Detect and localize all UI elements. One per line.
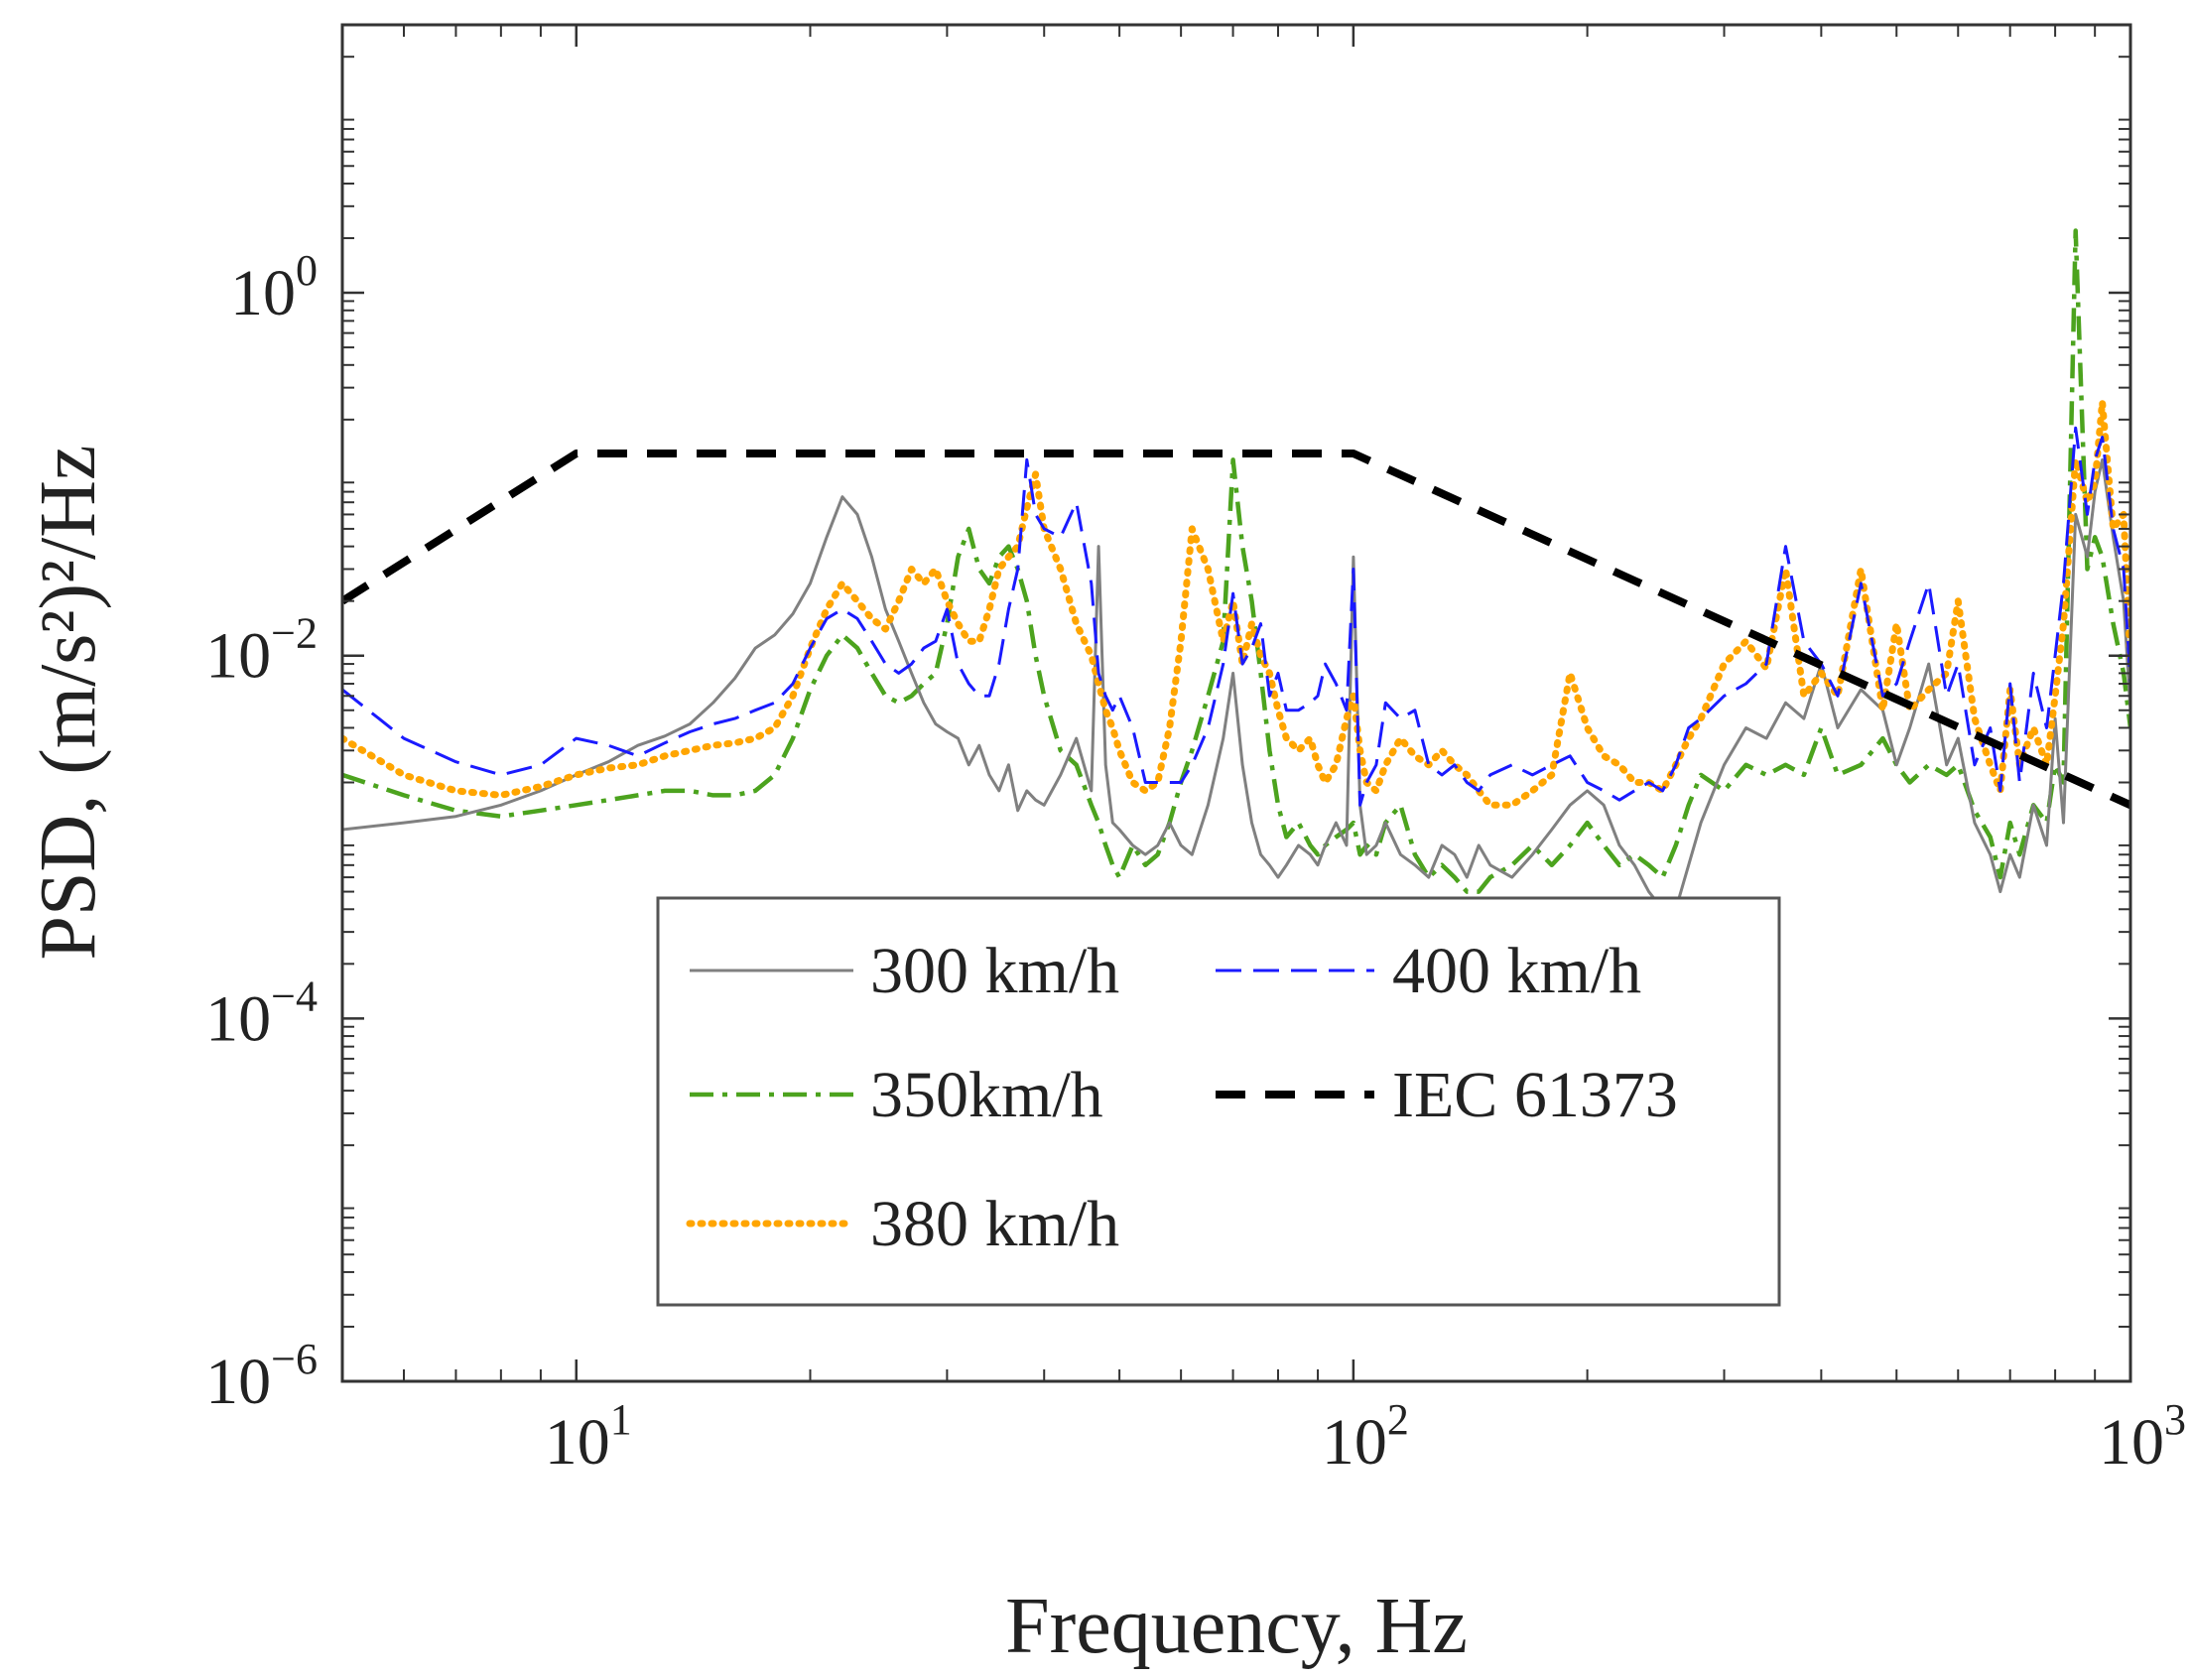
plot-frame (340, 23, 2132, 1383)
legend-label-iec-61373: IEC 61373 (1392, 1059, 1678, 1131)
legend-label-400-km-h: 400 km/h (1392, 935, 1641, 1007)
legend-label-300-km-h: 300 km/h (870, 935, 1119, 1007)
series-line-iec-61373 (342, 450, 2130, 809)
x-axis-label: Frequency, Hz (1005, 1583, 1468, 1670)
series-layer (342, 228, 2130, 911)
y-axis-label: PSD, (m/s²)²/Hz (25, 445, 112, 960)
legend-label-350km-h: 350km/h (870, 1059, 1103, 1131)
legend-box (656, 896, 1781, 1307)
series-line-380-km-h (342, 398, 2130, 809)
legend-label-380-km-h: 380 km/h (870, 1188, 1119, 1260)
series-line-350km-h (342, 228, 2130, 894)
series-line-300-km-h (342, 457, 2130, 911)
y-tick-label: 100 (230, 246, 318, 329)
series-line-400-km-h (342, 426, 2130, 807)
legend: 300 km/h 400 km/h 350km/h IEC 61373 380 km/h (656, 896, 1781, 1307)
